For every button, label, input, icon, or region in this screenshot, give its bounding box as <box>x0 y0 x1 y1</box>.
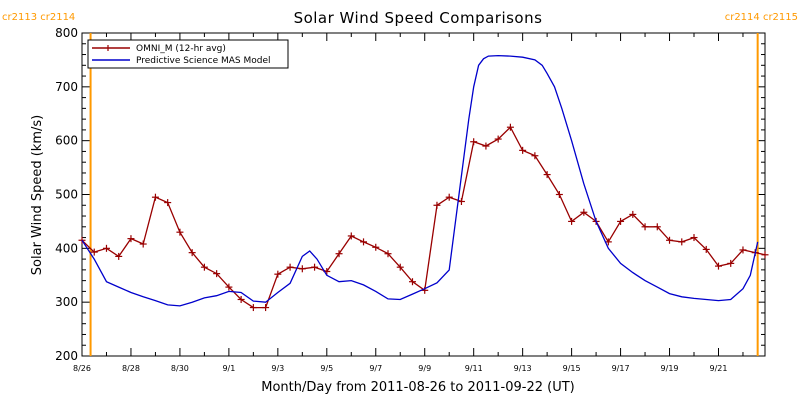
carrington-labels: cr2113 cr2114 cr2114 cr2115 <box>2 12 798 23</box>
series-point <box>629 210 637 218</box>
x-tick-label: 9/7 <box>369 364 382 373</box>
x-axis-ticks: 8/26 8/28 8/30 9/1 9/3 9/5 9/7 9/9 9/11 9/13 9/15 9… <box>73 33 744 373</box>
series-point <box>200 263 208 271</box>
series-point <box>90 248 98 256</box>
y-axis-label: Solar Wind Speed (km/s) <box>30 115 45 275</box>
series-point <box>568 217 576 225</box>
x-tick-label: 9/13 <box>514 364 532 373</box>
series-point <box>360 238 368 246</box>
y-tick-label: 800 <box>55 26 78 40</box>
series-point <box>286 263 294 271</box>
series-point <box>384 250 392 258</box>
series-point <box>139 240 147 248</box>
carrington-marker-lines <box>89 33 759 356</box>
series-point <box>176 228 184 236</box>
x-tick-label: 9/15 <box>563 364 581 373</box>
y-tick-label: 500 <box>55 188 78 202</box>
series-line <box>81 54 759 307</box>
x-tick-label: 9/11 <box>465 364 483 373</box>
series-point <box>457 197 465 205</box>
series-point <box>127 235 135 243</box>
series-point <box>78 236 86 244</box>
y-tick-label: 300 <box>55 295 78 309</box>
series-point <box>102 244 110 252</box>
series-point <box>396 263 404 271</box>
series-point <box>188 249 196 257</box>
series-point <box>580 208 588 216</box>
x-tick-label: 9/17 <box>612 364 630 373</box>
series-point <box>714 262 722 270</box>
series-point <box>274 270 282 278</box>
series-point <box>641 223 649 231</box>
x-tick-label: 8/30 <box>171 364 189 373</box>
series-point <box>115 252 123 260</box>
series-point <box>678 238 686 246</box>
chart-title: Solar Wind Speed Comparisons <box>294 9 543 27</box>
series-point <box>543 171 551 179</box>
x-tick-label: 9/21 <box>710 364 728 373</box>
legend: OMNI_M (12-hr avg) Predictive Science MAS… <box>87 39 289 69</box>
series-point <box>470 138 478 146</box>
x-tick-label: 8/26 <box>73 364 91 373</box>
series-point <box>506 123 514 131</box>
series-point <box>237 295 245 303</box>
series-point <box>531 152 539 160</box>
x-tick-label: 9/5 <box>320 364 333 373</box>
series-point <box>213 270 221 278</box>
series-point <box>372 243 380 251</box>
series-point <box>335 250 343 258</box>
series-point <box>249 304 257 312</box>
series-point <box>690 234 698 242</box>
series-point <box>225 283 233 291</box>
legend-box <box>87 39 289 69</box>
series-point <box>702 245 710 253</box>
carrington-label: cr2114 cr2115 <box>725 12 798 23</box>
y-axis-ticks: 200 300 400 500 600 700 800 <box>55 26 765 363</box>
series-point <box>519 146 527 154</box>
series-point <box>617 217 625 225</box>
series-point <box>347 232 355 240</box>
legend-label: OMNI_M (12-hr avg) <box>136 44 226 54</box>
x-tick-label: 9/3 <box>271 364 284 373</box>
series-point <box>666 236 674 244</box>
series-point <box>262 304 270 312</box>
x-tick-label: 8/28 <box>122 364 140 373</box>
series-point <box>311 263 319 271</box>
series-point <box>164 199 172 207</box>
carrington-label: cr2113 cr2114 <box>2 12 75 23</box>
series-point <box>739 246 747 254</box>
series-point <box>761 251 769 259</box>
series-point <box>445 193 453 201</box>
series-group <box>78 54 769 312</box>
series-point <box>482 142 490 150</box>
x-axis-label: Month/Day from 2011-08-26 to 2011-09-22 … <box>261 380 574 395</box>
series-point <box>727 259 735 267</box>
y-tick-label: 400 <box>55 241 78 255</box>
y-tick-label: 600 <box>55 134 78 148</box>
x-tick-label: 9/1 <box>222 364 235 373</box>
series-point <box>555 191 563 198</box>
x-tick-label: 9/9 <box>418 364 431 373</box>
y-tick-label: 700 <box>55 80 78 94</box>
series-point <box>433 201 441 209</box>
series-point <box>653 223 661 231</box>
series-point <box>151 193 159 201</box>
series-point <box>494 135 502 143</box>
x-tick-label: 9/19 <box>661 364 679 373</box>
series-point <box>408 278 416 286</box>
y-tick-label: 200 <box>55 349 78 363</box>
legend-label: Predictive Science MAS Model <box>136 56 271 66</box>
series-point <box>298 265 306 273</box>
